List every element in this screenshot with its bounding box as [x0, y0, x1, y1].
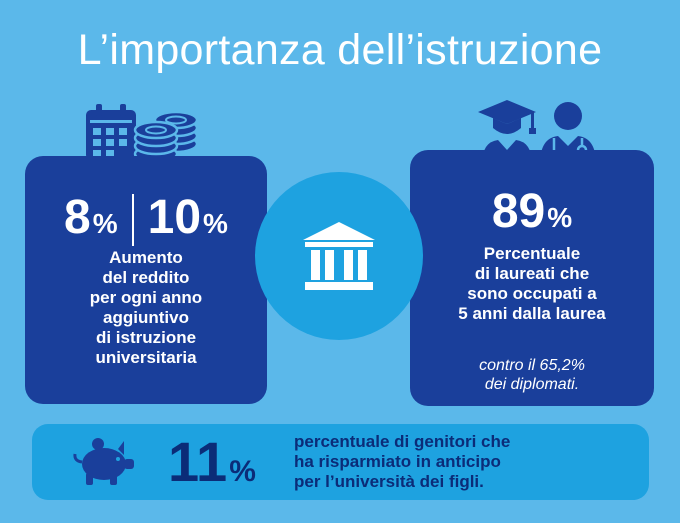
savings-description: percentuale di genitori che ha risparmia… [294, 432, 510, 492]
comparison-note: contro il 65,2% dei diplomati. [410, 356, 654, 394]
desc-line: di istruzione [95, 328, 197, 347]
percent-sign: % [92, 208, 118, 239]
desc-line: per l’università dei figli. [294, 472, 484, 491]
page-title: L’importanza dell’istruzione [77, 26, 603, 74]
percent-sign: % [229, 455, 256, 488]
note-line: contro il 65,2% [479, 357, 585, 374]
desc-line: aggiuntivo [103, 308, 189, 327]
university-icon [303, 222, 375, 290]
savings-bar: 11 % percentuale di genitori che ha risp… [32, 424, 649, 500]
employment-rate-value-row: 89 % [410, 188, 654, 236]
desc-line: 5 anni dalla laurea [458, 304, 606, 323]
income-increase-card: 8 % 10 % Aumento del reddito per ogni an… [25, 156, 267, 404]
value-8: 8 [64, 191, 91, 244]
desc-line: Aumento [109, 248, 183, 267]
desc-line: di laureati che [474, 264, 590, 283]
employment-rate-description: Percentuale di laureati che sono occupat… [410, 244, 654, 324]
percent-sign: % [547, 202, 573, 233]
desc-line: del reddito [102, 268, 190, 287]
desc-line: percentuale di genitori che [294, 432, 511, 451]
value-11: 11 [168, 430, 228, 493]
income-increase-values: 8 % 10 % [25, 194, 267, 246]
desc-line: sono occupati a [467, 284, 597, 303]
desc-line: per ogni anno [89, 288, 203, 307]
value-10: 10 [147, 191, 202, 244]
desc-line: Percentuale [483, 244, 581, 263]
note-line: dei diplomati. [484, 376, 580, 393]
employment-rate-card: 89 % Percentuale di laureati che sono oc… [410, 150, 654, 406]
university-badge [255, 172, 423, 340]
calendar-icon [86, 104, 136, 160]
value-89: 89 [491, 185, 546, 238]
savings-value-row: 11 % [168, 434, 256, 490]
desc-line: universitaria [95, 348, 197, 367]
income-increase-description: Aumento del reddito per ogni anno aggiun… [25, 248, 267, 368]
percent-sign: % [203, 208, 228, 239]
desc-line: ha risparmiato in anticipo [294, 452, 501, 471]
piggy-bank-icon [73, 438, 134, 485]
value-divider [131, 194, 134, 246]
